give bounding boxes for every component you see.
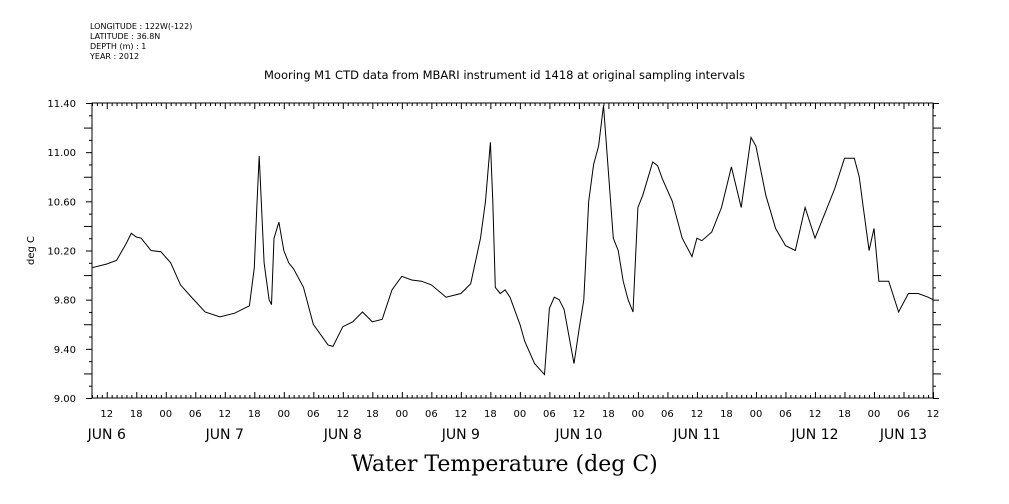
x-hour-tick-label: 00 — [868, 409, 881, 420]
x-hour-tick-label: 06 — [897, 409, 910, 420]
x-hour-tick-label: 18 — [248, 409, 261, 420]
x-hour-tick-label: 00 — [514, 409, 527, 420]
x-hour-tick-label: 06 — [661, 409, 674, 420]
meta-year: YEAR : 2012 — [90, 52, 140, 61]
x-hour-tick-label: 06 — [189, 409, 202, 420]
y-tick-label: 10.60 — [47, 197, 76, 208]
meta-depth: DEPTH (m) : 1 — [90, 42, 147, 51]
meta-latitude: LATITUDE : 36.8N — [90, 32, 161, 41]
x-hour-tick-label: 18 — [130, 409, 143, 420]
x-hour-tick-label: 00 — [159, 409, 172, 420]
y-tick-label: 9.80 — [54, 296, 76, 307]
x-hour-tick-label: 18 — [602, 409, 615, 420]
x-hour-tick-label: 18 — [838, 409, 851, 420]
x-hour-tick-label: 12 — [218, 409, 231, 420]
x-hour-tick-label: 12 — [336, 409, 349, 420]
x-day-label: JUN 9 — [441, 427, 480, 443]
x-hour-tick-label: 18 — [484, 409, 497, 420]
y-axis-title: deg C — [26, 236, 37, 265]
plot-frame — [91, 102, 934, 399]
meta-longitude: LONGITUDE : 122W(-122) — [90, 22, 193, 31]
y-tick-label: 9.40 — [54, 345, 76, 356]
x-hour-tick-label: 06 — [307, 409, 320, 420]
x-day-label: JUN 10 — [554, 427, 602, 443]
x-hour-tick-label: 12 — [927, 409, 940, 420]
temperature-series-line — [91, 105, 934, 376]
x-day-label: JUN 6 — [87, 427, 126, 443]
y-tick-label: 11.00 — [47, 148, 76, 159]
chart-title: Mooring M1 CTD data from MBARI instrumen… — [264, 68, 745, 82]
x-hour-tick-label: 00 — [277, 409, 290, 420]
x-hour-tick-label: 18 — [720, 409, 733, 420]
metadata-block: LONGITUDE : 122W(-122) LATITUDE : 36.8N … — [90, 22, 192, 62]
y-tick-label: 10.20 — [47, 247, 76, 258]
x-day-label: JUN 12 — [790, 427, 838, 443]
x-hour-tick-label: 12 — [573, 409, 586, 420]
y-tick-label: 11.40 — [47, 99, 76, 110]
x-day-label: JUN 13 — [879, 427, 927, 443]
x-hour-tick-label: 00 — [750, 409, 763, 420]
x-hour-tick-label: 06 — [779, 409, 792, 420]
x-hour-tick-label: 12 — [100, 409, 113, 420]
y-tick-label: 9.00 — [54, 394, 76, 405]
x-day-label: JUN 8 — [323, 427, 362, 443]
x-hour-tick-label: 12 — [809, 409, 822, 420]
x-hour-tick-label: 12 — [454, 409, 467, 420]
x-day-label: JUN 7 — [205, 427, 244, 443]
x-hour-tick-label: 06 — [543, 409, 556, 420]
x-axis-title: Water Temperature (deg C) — [351, 452, 658, 477]
x-hour-tick-label: 06 — [425, 409, 438, 420]
x-hour-tick-label: 18 — [366, 409, 379, 420]
x-day-label: JUN 11 — [672, 427, 720, 443]
x-hour-tick-label: 00 — [632, 409, 645, 420]
x-hour-tick-label: 12 — [691, 409, 704, 420]
x-hour-tick-label: 00 — [395, 409, 408, 420]
